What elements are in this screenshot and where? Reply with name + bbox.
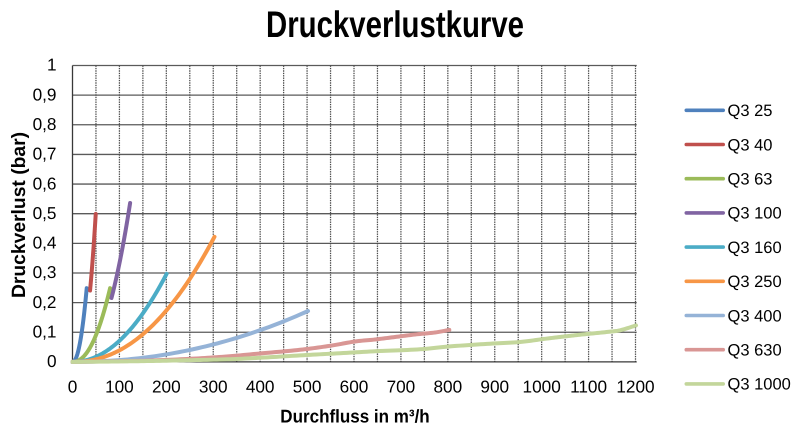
svg-text:Q3 100: Q3 100 <box>728 205 782 223</box>
svg-text:300: 300 <box>199 377 228 397</box>
svg-text:700: 700 <box>387 377 416 397</box>
svg-text:0,5: 0,5 <box>33 203 57 223</box>
svg-text:0,4: 0,4 <box>33 233 57 253</box>
svg-text:1100: 1100 <box>570 377 607 397</box>
svg-text:0,2: 0,2 <box>33 292 57 312</box>
svg-text:1200: 1200 <box>616 377 654 397</box>
svg-text:900: 900 <box>480 377 509 397</box>
svg-text:Q3 250: Q3 250 <box>728 273 782 291</box>
svg-text:0: 0 <box>68 377 78 397</box>
svg-text:Q3 400: Q3 400 <box>728 307 782 325</box>
svg-text:1: 1 <box>47 55 57 75</box>
svg-text:Q3 1000: Q3 1000 <box>728 376 791 394</box>
svg-text:0,6: 0,6 <box>33 173 57 193</box>
svg-text:Druckverlustkurve: Druckverlustkurve <box>266 4 524 45</box>
svg-text:1000: 1000 <box>523 377 561 397</box>
svg-text:100: 100 <box>105 377 134 397</box>
svg-text:0,7: 0,7 <box>33 144 57 164</box>
svg-text:Q3 63: Q3 63 <box>728 171 773 189</box>
svg-text:Q3 630: Q3 630 <box>728 342 782 360</box>
svg-text:Q3 40: Q3 40 <box>728 136 773 154</box>
svg-text:Druckverlust (bar): Druckverlust (bar) <box>9 132 30 298</box>
svg-text:800: 800 <box>433 377 462 397</box>
svg-text:0,3: 0,3 <box>33 262 57 282</box>
svg-text:Q3 25: Q3 25 <box>728 102 773 120</box>
svg-text:0,9: 0,9 <box>33 84 57 104</box>
svg-text:500: 500 <box>293 377 322 397</box>
svg-text:Q3 160: Q3 160 <box>728 239 782 257</box>
svg-text:400: 400 <box>246 377 275 397</box>
svg-text:200: 200 <box>152 377 181 397</box>
svg-text:Durchfluss in m³/h: Durchfluss in m³/h <box>280 406 429 427</box>
svg-text:0: 0 <box>47 351 57 371</box>
svg-text:0,8: 0,8 <box>33 114 57 134</box>
svg-text:600: 600 <box>340 377 369 397</box>
svg-text:0,1: 0,1 <box>33 321 57 341</box>
